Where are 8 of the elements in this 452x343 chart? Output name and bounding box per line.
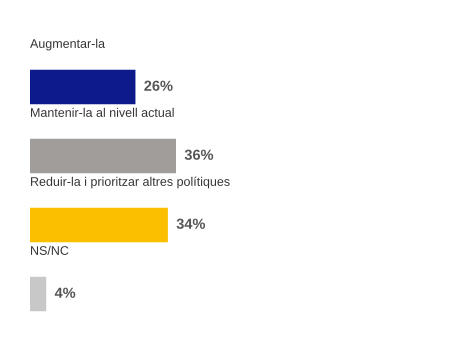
y-tick-label: Augmentar-la	[30, 38, 106, 50]
data-label: 34%	[176, 218, 206, 229]
y-tick-label: Reduir-la i prioritzar altres polítiques	[31, 176, 230, 188]
data-label: 36%	[184, 150, 214, 160]
data-label: 26%	[144, 80, 173, 91]
y-tick-label: NS/NC	[31, 246, 68, 255]
data-label: 4%	[54, 288, 76, 298]
y-tick-label: Mantenir-la al nivell actual	[31, 108, 174, 117]
